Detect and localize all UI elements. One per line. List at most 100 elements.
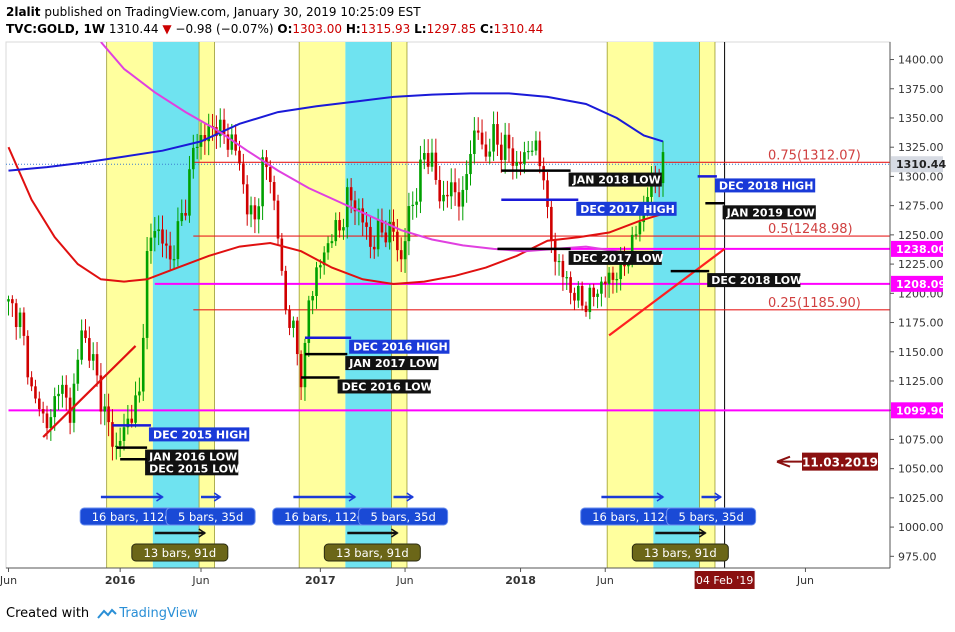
time-band-3 xyxy=(299,42,346,568)
candle-down xyxy=(99,375,103,412)
candle-down xyxy=(295,320,299,355)
candle-down xyxy=(538,140,542,167)
candle-down xyxy=(84,330,87,339)
publisher-name[interactable]: 2lalit xyxy=(6,5,41,19)
created-with-text: Created with xyxy=(6,606,90,621)
candle-down xyxy=(457,192,461,207)
candle-down xyxy=(496,124,499,145)
candle-down xyxy=(38,398,41,410)
candle-up xyxy=(423,153,426,160)
candle-up xyxy=(307,300,311,343)
annotation-label: DEC 2015 HIGH xyxy=(153,428,248,441)
annotation-label: DEC 2017 LOW xyxy=(573,252,664,265)
y-tick-label: 1275.00 xyxy=(898,200,944,213)
candle-up xyxy=(7,299,10,302)
candle-down xyxy=(361,208,364,223)
candle-up xyxy=(565,277,569,279)
range-label: 5 bars, 35d xyxy=(678,510,743,524)
x-tick-label: Jun xyxy=(0,574,17,587)
candle-up xyxy=(207,125,210,142)
candle-down xyxy=(269,167,272,183)
candle-down xyxy=(222,119,226,135)
candle-up xyxy=(615,279,619,281)
candle-down xyxy=(299,354,303,388)
candle-up xyxy=(134,395,137,423)
last-price: 1310.44 xyxy=(108,22,159,36)
candle-up xyxy=(634,234,638,236)
price-tag-label: 1099.90 xyxy=(896,404,946,417)
candle-down xyxy=(611,272,615,280)
moving-average-red xyxy=(7,146,664,286)
candle-up xyxy=(449,182,453,197)
range-label-box xyxy=(165,507,256,526)
candle-down xyxy=(550,206,553,241)
candle-down xyxy=(245,184,249,215)
y-tick-label: 1325.00 xyxy=(898,141,944,154)
candle-down xyxy=(561,260,565,278)
range-arrow-head xyxy=(156,492,164,502)
candle-up xyxy=(503,134,507,160)
candle-down xyxy=(41,409,45,414)
candle-up xyxy=(180,212,184,222)
annotation-label: DEC 2018 LOW xyxy=(711,274,802,287)
candle-down xyxy=(215,127,218,137)
candle-down xyxy=(203,135,207,142)
annotation-label-box xyxy=(145,449,239,464)
candle-up xyxy=(218,119,222,137)
candle-up xyxy=(118,440,122,446)
candle-down xyxy=(580,285,584,306)
publish-line: 2lalit published on TradingView.com, Jan… xyxy=(6,5,421,19)
candle-down xyxy=(280,238,284,271)
annotation-label-box xyxy=(337,379,431,394)
candle-down xyxy=(584,305,588,313)
candle-down xyxy=(353,200,357,212)
candle-up xyxy=(172,259,176,261)
annotation-label: DEC 2018 HIGH xyxy=(719,179,814,192)
annotation-label: DEC 2016 HIGH xyxy=(353,341,448,354)
annotation-label: JAN 2018 LOW xyxy=(572,174,661,187)
candle-down xyxy=(480,132,484,145)
candle-down xyxy=(338,220,341,231)
y-tick-label: 1250.00 xyxy=(898,229,944,242)
candle-up xyxy=(91,354,95,361)
candle-up xyxy=(419,159,422,202)
time-band-0 xyxy=(106,42,153,568)
candle-down xyxy=(88,338,91,361)
range-label: 13 bars, 91d xyxy=(336,546,409,560)
candle-up xyxy=(18,312,22,328)
symbol-name[interactable]: TVC:GOLD, 1W xyxy=(6,22,106,36)
x-tick-label: 2016 xyxy=(105,574,136,587)
y-tick-label: 1125.00 xyxy=(898,375,944,388)
low-label: L: xyxy=(414,22,427,36)
candle-down xyxy=(161,229,164,244)
candle-down xyxy=(372,246,376,250)
candle-up xyxy=(630,234,634,263)
candle-down xyxy=(369,226,372,247)
candle-down xyxy=(553,240,557,262)
candle-up xyxy=(230,134,234,150)
candle-down xyxy=(11,299,14,304)
candle-up xyxy=(303,342,307,388)
candle-up xyxy=(145,251,149,338)
candle-up xyxy=(376,220,380,250)
candle-down xyxy=(64,384,68,398)
candle-down xyxy=(426,153,430,167)
time-band-7 xyxy=(653,42,700,568)
candle-up xyxy=(311,296,314,301)
candle-up xyxy=(465,174,468,190)
candle-up xyxy=(80,330,83,360)
candle-up xyxy=(315,267,318,297)
candle-down xyxy=(111,422,114,447)
level-price-tag xyxy=(891,275,943,292)
candle-down xyxy=(22,312,26,336)
tradingview-brand[interactable]: TradingView xyxy=(119,606,198,621)
fib-level-label: 0.25(1185.90) xyxy=(768,296,861,311)
y-tick-label: 1150.00 xyxy=(898,346,944,359)
annotation-label: JAN 2019 LOW xyxy=(726,206,815,219)
price-tag-label: 1238.00 xyxy=(896,243,946,256)
price-chart[interactable]: 0.75(1312.07)0.5(1248.98)0.25(1185.90)DE… xyxy=(0,40,955,600)
plot-layer: 0.75(1312.07)0.5(1248.98)0.25(1185.90)DE… xyxy=(6,42,890,568)
candle-up xyxy=(122,427,126,441)
annotation-label-box xyxy=(148,427,250,442)
candle-up xyxy=(322,252,326,266)
